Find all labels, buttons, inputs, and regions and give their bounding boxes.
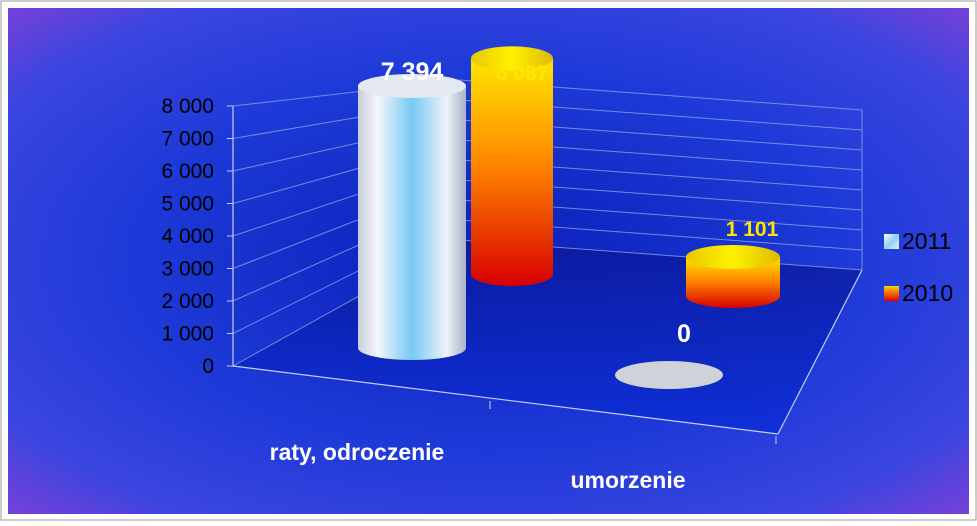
y-tick-label: 5 000 bbox=[161, 193, 214, 216]
bar-2010-umorzenie bbox=[686, 244, 780, 308]
y-tick-label: 7 000 bbox=[161, 128, 214, 151]
bars bbox=[358, 46, 780, 389]
data-label-2010-raty-odroczenie: 6 087 bbox=[496, 62, 549, 85]
bar-2010-raty-odroczenie-body bbox=[471, 58, 553, 287]
data-label-2011-raty-odroczenie: 7 394 bbox=[381, 58, 444, 86]
x-axis bbox=[232, 365, 779, 435]
depth-axis bbox=[777, 269, 863, 435]
bar-2011-raty-odroczenie-top bbox=[358, 74, 466, 98]
legend-label-2011: 2011 bbox=[902, 228, 951, 254]
bar-2010-umorzenie-top bbox=[686, 244, 780, 269]
legend-swatch-2010 bbox=[884, 286, 899, 301]
bar-2010-raty-odroczenie bbox=[471, 46, 553, 287]
y-tick-label: 8 000 bbox=[161, 95, 214, 118]
data-labels: 7 394 0 6 087 1 101 bbox=[381, 58, 779, 348]
legend-swatch-2011 bbox=[884, 234, 899, 249]
bar-2011-raty-odroczenie bbox=[358, 74, 466, 360]
legend-label-2010: 2010 bbox=[902, 280, 953, 306]
x-axis-categories: raty, odroczenie umorzenie bbox=[270, 439, 686, 493]
y-tick-label: 3 000 bbox=[161, 258, 214, 281]
y-tick-label: 2 000 bbox=[161, 290, 214, 313]
legend: 2011 2010 bbox=[884, 228, 953, 306]
category-label: umorzenie bbox=[570, 467, 685, 493]
category-label: raty, odroczenie bbox=[270, 439, 445, 465]
y-tick-label: 1 000 bbox=[161, 323, 214, 346]
bar-2011-umorzenie-top bbox=[615, 361, 723, 389]
y-axis-ticks: 0 1 000 2 000 3 000 4 000 5 000 6 000 7 000 8 00… bbox=[161, 95, 233, 378]
y-tick-label: 0 bbox=[202, 355, 214, 378]
y-tick-label: 6 000 bbox=[161, 160, 214, 183]
bar-2010-raty-odroczenie-top bbox=[471, 46, 553, 71]
bar-2011-umorzenie bbox=[615, 361, 723, 389]
bar-2011-raty-odroczenie-body bbox=[358, 86, 466, 360]
data-label-2010-umorzenie: 1 101 bbox=[726, 218, 779, 241]
bar-2010-umorzenie-body bbox=[686, 256, 780, 308]
y-tick-label: 4 000 bbox=[161, 225, 214, 248]
data-label-2011-umorzenie: 0 bbox=[677, 320, 691, 348]
